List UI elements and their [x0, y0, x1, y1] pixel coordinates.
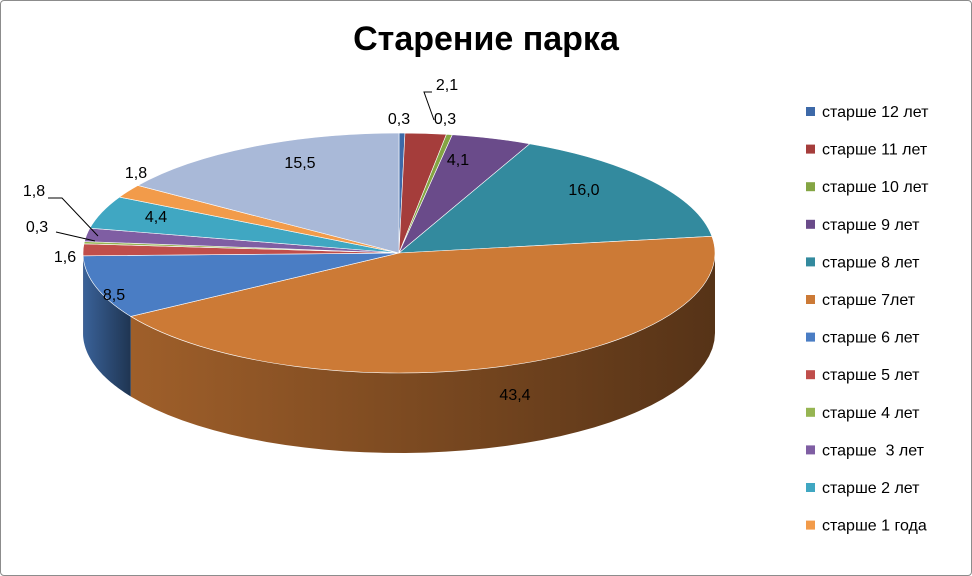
data-label-7: 1,6: [54, 249, 76, 266]
legend-label-8: старше 4 лет: [822, 405, 920, 422]
legend-swatch-2: [806, 182, 815, 192]
legend-label-11: старше 1 года: [822, 518, 927, 535]
data-label-4: 16,0: [568, 182, 599, 199]
slice-5: [129, 235, 716, 374]
legend-label-0: старше 12 лет: [822, 104, 929, 121]
data-label-5: 43,4: [499, 387, 530, 404]
legend-swatch-8: [806, 407, 815, 417]
legend-swatch-5: [806, 295, 815, 304]
data-label-0: 0,3: [388, 111, 410, 128]
slice-6: [82, 252, 400, 317]
data-label-3: 4,1: [447, 152, 469, 169]
legend-swatch-11: [806, 520, 815, 530]
slice-12: [137, 132, 400, 254]
leader-line-9: [48, 197, 99, 237]
chart-title: Старение парка: [353, 20, 619, 58]
legend-label-2: старше 10 лет: [822, 179, 929, 196]
legend-swatch-4: [806, 257, 815, 267]
legend-label-6: старше 6 лет: [822, 330, 920, 347]
legend-swatch-10: [806, 483, 815, 492]
legend-label-7: старше 5 лет: [822, 367, 920, 384]
legend-swatch-1: [806, 144, 815, 154]
data-label-1: 2,1: [436, 77, 458, 94]
legend-swatch-7: [806, 370, 815, 380]
slice-side-5: [130, 253, 715, 453]
data-label-6: 8,5: [103, 287, 125, 304]
leader-line-1: [423, 91, 435, 121]
legend-swatch-6: [806, 332, 815, 342]
data-labels: 0,3 2,1 0,3 4,1 16,0 43,4 8,5 1,6 0,3 1,8 4,4 1,8 15…: [23, 77, 600, 404]
data-label-2: 0,3: [434, 111, 456, 128]
leader-lines: [48, 91, 435, 242]
legend-swatch-3: [806, 219, 815, 229]
slice-side-6: [83, 255, 131, 397]
legend-label-9: старше 3 лет: [822, 442, 925, 459]
legend-label-10: старше 2 лет: [822, 480, 920, 497]
legend-label-3: старше 9 лет: [822, 217, 920, 234]
data-label-12: 15,5: [284, 155, 315, 172]
leader-line-8: [55, 231, 96, 242]
data-label-8: 0,3: [26, 219, 48, 236]
legend-swatch-0: [806, 107, 815, 116]
legend-label-1: старше 11 лет: [822, 142, 928, 159]
legend: старше 12 лет старше 11 лет старше 10 лет с…: [806, 104, 929, 535]
legend-label-4: старше 8 лет: [822, 254, 920, 271]
data-label-11: 1,8: [125, 165, 147, 182]
data-label-9: 1,8: [23, 183, 45, 200]
pie-slices: [82, 132, 716, 374]
slice-4: [398, 143, 713, 254]
data-label-10: 4,4: [145, 209, 167, 226]
pie-sides: [83, 253, 715, 453]
legend-label-5: старше 7лет: [822, 292, 916, 309]
legend-swatch-9: [806, 445, 815, 455]
